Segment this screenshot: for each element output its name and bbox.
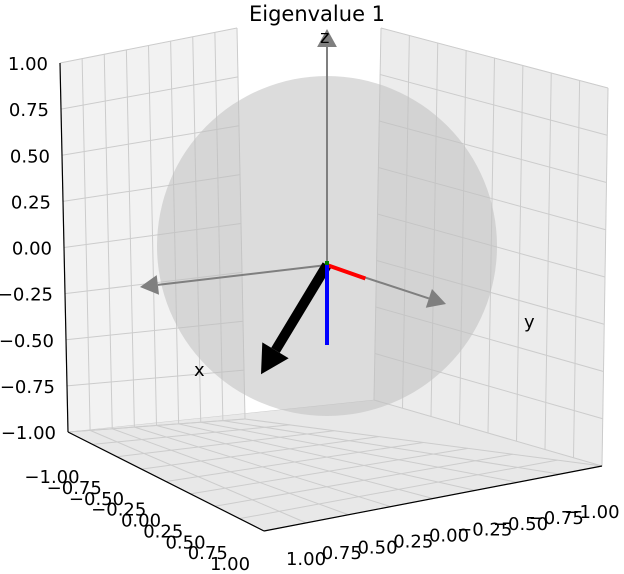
z-tick-label: −0.25 (0, 285, 53, 306)
y-axis-line (263, 465, 603, 532)
z-axis-label: z (320, 27, 329, 48)
y-tick-label: 1.00 (286, 549, 326, 570)
x-tick-label: −0.50 (69, 489, 124, 510)
vectors (261, 261, 367, 375)
grid-line (239, 459, 558, 520)
x-axis-line (67, 431, 265, 532)
y-tick-label: −1.00 (564, 502, 619, 523)
z-tick-label: −0.50 (0, 331, 54, 352)
x-axis-arrow-head (140, 275, 160, 295)
x-tick-label: 0.00 (121, 511, 161, 532)
grid-line (67, 418, 246, 433)
z-axis-arrow-head (317, 29, 337, 47)
y-tick-label: −0.25 (457, 520, 512, 541)
grid-line (573, 80, 581, 458)
state-vector-shaft (271, 262, 332, 353)
y-tick-label: 0.25 (393, 531, 433, 552)
x-axis-arrow-shaft (157, 264, 328, 286)
grid-line (148, 45, 157, 426)
component-vector (326, 263, 367, 281)
z-tick-label: 0.50 (10, 146, 50, 167)
grid-line (200, 421, 518, 483)
x-tick-label: −0.25 (91, 500, 146, 521)
grid-line (373, 399, 603, 467)
grid-line (244, 418, 603, 467)
grid-line (516, 65, 524, 442)
grid-line (214, 453, 513, 507)
y-tick-label: 0.00 (429, 526, 469, 547)
grid-line (601, 87, 609, 467)
y-tick-label: 0.50 (357, 537, 397, 558)
z-tick-label: 1.00 (8, 54, 48, 75)
y-tick-label: −0.75 (529, 508, 584, 529)
x-tick-label: 0.25 (143, 521, 183, 542)
x-tick-label: 0.50 (165, 532, 205, 553)
z-axis-line (59, 62, 69, 433)
z-tick-label: −1.00 (1, 423, 56, 444)
grid-line (165, 442, 424, 482)
chart-title: Eigenvalue 1 (249, 2, 385, 26)
grid-line (178, 423, 476, 491)
grid-line (222, 420, 560, 475)
x-tick-label: 0.75 (188, 543, 228, 564)
y-axis-label: y (524, 312, 535, 333)
z-tick-label: 0.75 (9, 100, 49, 121)
z-tick-label: 0.00 (12, 239, 52, 260)
x-axis-label: x (194, 360, 205, 381)
grid-line (190, 447, 469, 495)
z-tick-label: −0.75 (0, 377, 55, 398)
tick-labels: 1.000.750.500.250.00−0.25−0.50−0.75−1.00… (0, 54, 620, 574)
state-vector-head (261, 342, 289, 375)
grid-line (544, 72, 552, 450)
x-tick-label: −0.75 (47, 478, 102, 499)
z-tick-label: 0.25 (11, 192, 51, 213)
y-tick-label: 0.75 (322, 543, 362, 564)
x-tick-label: 1.00 (210, 554, 250, 574)
y-axis-arrow-head (425, 288, 446, 308)
y-tick-label: −0.50 (493, 514, 548, 535)
x-tick-label: −1.00 (24, 467, 79, 488)
